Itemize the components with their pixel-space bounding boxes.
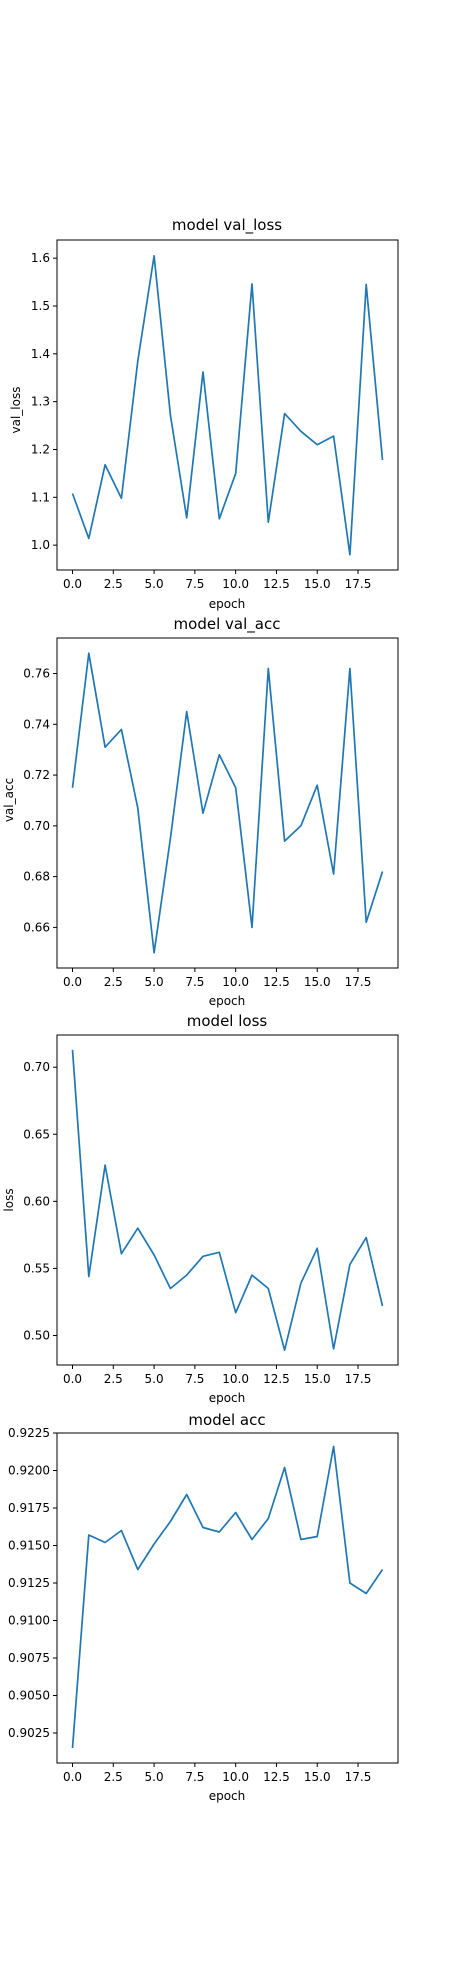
series-line	[71, 652, 384, 954]
x-tick-label: 15.0	[304, 1372, 331, 1386]
y-tick-label: 0.68	[23, 870, 50, 884]
y-tick-label: 1.4	[31, 347, 50, 361]
y-tick-label: 1.0	[31, 538, 50, 552]
x-tick-label: 2.5	[104, 577, 123, 591]
x-tick-label: 10.0	[222, 975, 249, 989]
y-tick-label: 1.5	[31, 299, 50, 313]
series-line	[71, 254, 384, 556]
y-axis-label: loss	[2, 1188, 16, 1211]
y-tick-label: 0.74	[23, 717, 50, 731]
x-tick-label: 5.0	[145, 1372, 164, 1386]
y-tick-label: 0.70	[23, 819, 50, 833]
y-axis-label: val_acc	[2, 778, 16, 822]
y-tick-label: 0.66	[23, 920, 50, 934]
plot-frame	[56, 239, 399, 571]
chart-title: model val_loss	[172, 216, 282, 235]
chart-loss: model loss loss epoch 0.0 2.5 5.0 7.5 10.0 12…	[2, 1012, 399, 1405]
y-tick-label: 0.72	[23, 768, 50, 782]
x-tick-label: 7.5	[185, 1770, 204, 1784]
x-axis-label: epoch	[209, 1789, 246, 1803]
series-line	[71, 1445, 384, 1749]
chart-title: model val_acc	[174, 615, 281, 634]
x-tick-label: 7.5	[185, 1372, 204, 1386]
x-tick-label: 0.0	[63, 1372, 82, 1386]
x-tick-label: 0.0	[63, 1770, 82, 1784]
x-tick-label: 12.5	[263, 975, 290, 989]
x-tick-label: 17.5	[345, 1770, 372, 1784]
x-tick-label: 12.5	[263, 577, 290, 591]
x-axis-label: epoch	[209, 994, 246, 1008]
plot-frame	[56, 1034, 399, 1366]
x-tick-label: 15.0	[304, 975, 331, 989]
y-tick-label: 0.9225	[8, 1426, 50, 1440]
chart-val-loss: model val_loss val_loss epoch 0.0 2.5 5.0 7…	[9, 216, 399, 611]
x-tick-label: 5.0	[145, 577, 164, 591]
y-tick-label: 0.9025	[8, 1726, 50, 1740]
x-tick-label: 0.0	[63, 577, 82, 591]
x-tick-label: 17.5	[345, 1372, 372, 1386]
x-axis-label: epoch	[209, 1391, 246, 1405]
y-tick-label: 0.9075	[8, 1651, 50, 1665]
x-tick-label: 12.5	[263, 1372, 290, 1386]
y-tick-label: 1.3	[31, 395, 50, 409]
y-tick-label: 0.9200	[8, 1464, 50, 1478]
x-tick-label: 10.0	[222, 577, 249, 591]
y-tick-label: 0.55	[23, 1261, 50, 1275]
y-tick-label: 0.50	[23, 1328, 50, 1342]
y-tick-label: 1.1	[31, 490, 50, 504]
x-tick-label: 10.0	[222, 1770, 249, 1784]
y-tick-label: 0.9175	[8, 1501, 50, 1515]
series-line	[71, 1049, 384, 1352]
plot-frame	[56, 1432, 399, 1764]
y-tick-label: 0.9100	[8, 1614, 50, 1628]
x-tick-label: 0.0	[63, 975, 82, 989]
x-tick-label: 5.0	[145, 1770, 164, 1784]
y-tick-label: 0.76	[23, 667, 50, 681]
x-tick-label: 10.0	[222, 1372, 249, 1386]
x-tick-label: 7.5	[185, 577, 204, 591]
x-tick-label: 17.5	[345, 577, 372, 591]
chart-title: model loss	[187, 1012, 268, 1030]
y-tick-label: 1.6	[31, 251, 50, 265]
x-tick-label: 15.0	[304, 1770, 331, 1784]
chart-acc: model acc epoch 0.0 2.5 5.0 7.5 10.0 12.5 15.0…	[8, 1411, 399, 1803]
x-tick-label: 2.5	[104, 975, 123, 989]
x-tick-label: 15.0	[304, 577, 331, 591]
y-tick-label: 0.70	[23, 1060, 50, 1074]
x-tick-label: 2.5	[104, 1770, 123, 1784]
x-axis-label: epoch	[209, 597, 246, 611]
y-tick-label: 0.9125	[8, 1576, 50, 1590]
x-tick-label: 2.5	[104, 1372, 123, 1386]
y-tick-label: 0.9150	[8, 1539, 50, 1553]
plot-frame	[56, 637, 399, 969]
y-tick-label: 1.2	[31, 442, 50, 456]
y-tick-label: 0.65	[23, 1127, 50, 1141]
chart-val-acc: model val_acc val_acc epoch 0.0 2.5 5.0 7.5…	[2, 615, 399, 1008]
y-tick-label: 0.60	[23, 1194, 50, 1208]
x-tick-label: 7.5	[185, 975, 204, 989]
y-axis-label: val_loss	[9, 387, 23, 434]
y-tick-label: 0.9050	[8, 1689, 50, 1703]
x-tick-label: 5.0	[145, 975, 164, 989]
x-tick-label: 12.5	[263, 1770, 290, 1784]
x-tick-label: 17.5	[345, 975, 372, 989]
chart-title: model acc	[188, 1411, 265, 1429]
